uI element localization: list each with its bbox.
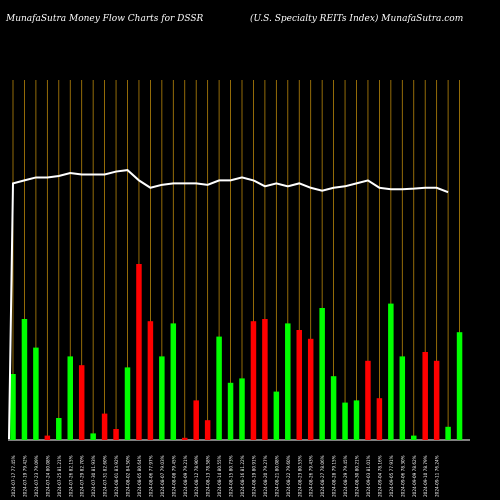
x-tick-label: 2024-07-24 80.08%	[45, 455, 50, 497]
bar	[204, 420, 211, 440]
x-tick-label: 2024-08-09 79.21%	[183, 455, 188, 497]
x-tick-label: 2024-08-23 80.53%	[297, 455, 302, 497]
x-tick-label: 2024-08-22 79.60%	[286, 455, 291, 497]
x-tick-label: 2024-08-07 79.03%	[160, 455, 165, 497]
x-tick-label: 2024-09-06 78.30%	[400, 455, 405, 497]
bar	[136, 264, 142, 440]
x-tick-label: 2024-08-28 79.15%	[332, 455, 337, 497]
bar	[273, 391, 280, 440]
x-tick-label: 2024-08-02 84.50%	[126, 455, 131, 497]
x-tick-label: 2024-08-12 78.90%	[194, 455, 199, 497]
x-tick-label: 2024-08-19 80.91%	[251, 455, 256, 497]
bar	[101, 413, 108, 440]
bar	[353, 400, 360, 440]
bar	[330, 376, 337, 440]
bar	[262, 319, 268, 440]
bar	[399, 356, 406, 440]
bar	[319, 308, 325, 440]
x-tick-label: 2024-08-27 78.06%	[320, 455, 325, 497]
bar	[365, 360, 371, 440]
bar	[388, 303, 394, 440]
bar	[147, 321, 154, 440]
bar	[342, 402, 348, 440]
x-tick-label: 2024-08-26 79.43%	[309, 455, 314, 497]
bar	[193, 400, 199, 440]
x-tick-label: 2024-07-23 79.09%	[34, 455, 39, 497]
bar	[44, 435, 51, 440]
chart-title: MunafaSutra Money Flow Charts for DSSR	[6, 14, 204, 24]
x-tick-label: 2024-07-17 77.45%	[11, 455, 16, 497]
bar	[433, 360, 440, 440]
bar	[456, 332, 463, 440]
bar	[21, 319, 28, 440]
x-tick-label: 2024-09-10 78.79%	[423, 455, 428, 497]
x-tick-label: 2024-09-09 78.62%	[412, 455, 417, 497]
bar	[90, 433, 96, 440]
x-tick-label: 2024-07-26 82.15%	[68, 455, 73, 497]
bar	[411, 435, 417, 440]
x-tick-label: 2024-08-29 79.45%	[343, 455, 348, 497]
bar	[239, 378, 245, 440]
bar	[159, 356, 165, 440]
x-tick-label: 2024-07-30 81.93%	[91, 455, 96, 497]
bar	[10, 374, 16, 440]
chart-subtitle: (U.S. Specialty REITs Index) MunafaSutra…	[250, 14, 464, 24]
bar	[422, 352, 428, 440]
x-tick-label: 2024-09-05 77.91%	[389, 455, 394, 497]
x-tick-label: 2024-08-01 83.92%	[114, 455, 119, 497]
bar	[56, 418, 62, 440]
bar	[182, 437, 188, 440]
x-tick-label: 2024-08-21 80.08%	[274, 455, 279, 497]
x-tick-label: 2024-09-03 81.01%	[366, 455, 371, 497]
bar	[250, 321, 257, 440]
bar	[285, 323, 291, 440]
x-tick-label: 2024-08-05 80.64%	[137, 455, 142, 497]
x-tick-label: 2024-08-14 80.55%	[217, 455, 222, 497]
bar	[307, 338, 314, 440]
bar	[445, 426, 451, 440]
bar	[227, 382, 234, 440]
x-tick-label: 2024-08-08 79.45%	[171, 455, 176, 497]
bar	[216, 336, 222, 440]
x-tick-label: 2024-09-04 78.16%	[377, 455, 382, 497]
bar	[33, 347, 39, 440]
bar	[124, 367, 131, 440]
x-tick-label: 2024-07-31 82.60%	[103, 455, 108, 497]
bar	[296, 330, 302, 440]
x-tick-label: 2024-07-19 79.42%	[22, 455, 27, 497]
x-tick-label: 2024-09-11 76.24%	[435, 455, 440, 497]
x-tick-label: 2024-08-13 78.58%	[206, 455, 211, 497]
x-tick-label: 2024-07-29 82.70%	[80, 455, 85, 497]
bar	[78, 365, 85, 440]
x-tick-label: 2024-08-15 80.73%	[229, 455, 234, 497]
bar	[113, 429, 119, 440]
x-tick-label: 2024-08-20 79.27%	[263, 455, 268, 497]
x-tick-label: 2024-08-16 81.22%	[240, 455, 245, 497]
money-flow-line	[8, 169, 449, 440]
x-tick-label: 2024-08-06 77.97%	[148, 455, 153, 497]
bar	[67, 356, 73, 440]
bar	[170, 323, 177, 440]
bar	[376, 398, 383, 440]
x-tick-label: 2024-08-30 80.21%	[355, 455, 360, 497]
x-tick-label: 2024-07-25 81.21%	[57, 455, 62, 497]
